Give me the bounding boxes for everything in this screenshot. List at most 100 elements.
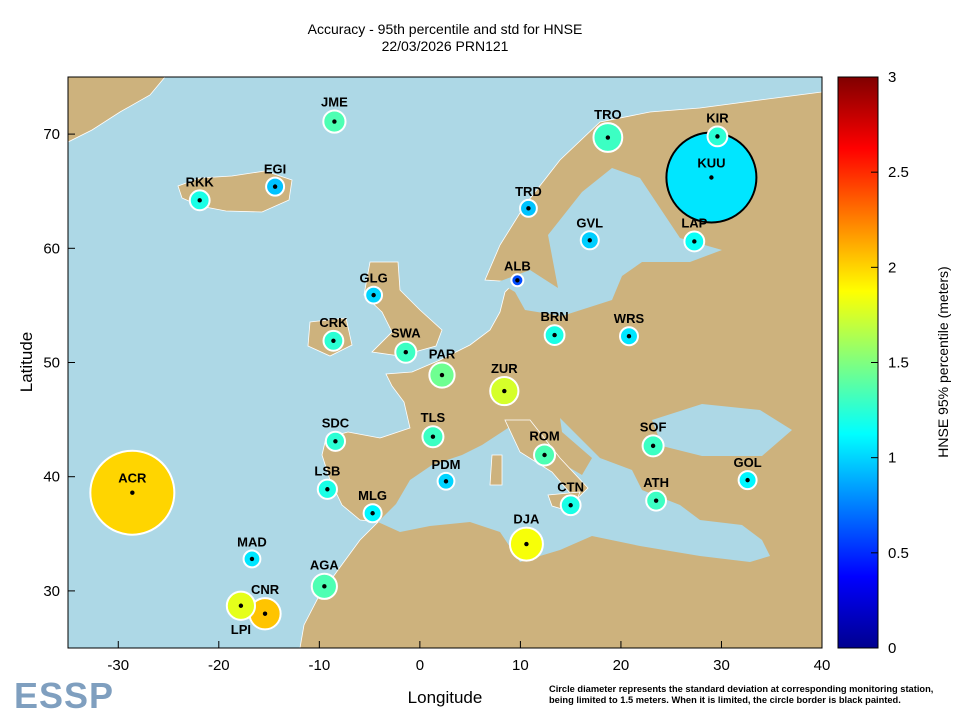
station-dot [524,541,529,547]
station-tls[interactable]: TLS [421,410,446,449]
station-dot [692,239,697,244]
x-tick-label: -20 [208,657,230,674]
station-par[interactable]: PAR [428,346,456,389]
station-label: ZUR [491,361,518,376]
station-sof[interactable]: SOF [640,419,667,458]
y-axis-label: Latitude [17,332,36,393]
greenland [68,77,166,143]
station-dot [272,184,278,189]
station-rom[interactable]: ROM [529,429,560,467]
station-trd[interactable]: TRD [515,184,542,218]
station-label: LPI [231,622,251,637]
station-acr[interactable]: ACR [89,449,176,536]
station-label: DJA [513,512,540,527]
sardinia [489,454,503,486]
station-dot [526,206,531,211]
x-tick-label: 40 [814,657,831,674]
station-dot [325,487,330,492]
station-ath[interactable]: ATH [643,475,669,512]
station-dot [502,388,507,394]
station-gvl[interactable]: GVL [576,215,603,251]
station-label: PDM [432,457,461,472]
station-tro[interactable]: TRO [592,107,624,153]
station-dot [238,603,244,608]
station-wrs[interactable]: WRS [614,311,645,347]
station-label: EGI [264,162,286,177]
station-label: CTN [557,479,584,494]
station-gol[interactable]: GOL [734,455,762,491]
station-label: KIR [706,110,729,125]
station-rkk[interactable]: RKK [186,174,215,212]
station-mlg[interactable]: MLG [358,488,387,524]
station-label: ATH [643,475,669,490]
station-label: TRD [515,184,542,199]
station-lap[interactable]: LAP [681,216,708,253]
station-kir[interactable]: KIR [706,110,729,148]
station-label: AGA [310,558,340,573]
station-dot [331,338,336,344]
station-glg[interactable]: GLG [360,271,388,305]
station-egi[interactable]: EGI [264,162,286,197]
colorbar-tick-label: 2 [888,259,896,276]
baltic-sea [498,168,722,316]
station-crk[interactable]: CRK [319,315,348,352]
station-dot [333,439,338,444]
station-label: SDC [322,416,350,431]
station-label: GOL [734,455,762,470]
x-tick-label: 0 [416,657,424,674]
station-dot [552,332,557,338]
x-tick-label: -10 [308,657,330,674]
station-label: ALB [504,258,531,273]
station-dot [322,584,327,589]
station-label: CRK [319,315,348,330]
x-tick-label: 20 [613,657,630,674]
station-dot [650,443,656,449]
chart-subtitle: 22/03/2026 PRN121 [381,38,509,54]
y-tick-label: 40 [43,469,60,486]
axis-ticks: -30 -20 -10 0 10 20 30 40 30 40 50 60 70 [43,126,830,674]
colorbar-tick-label: 1.5 [888,355,909,372]
station-markers: KUU ACR DJA CNR TRO ZUR LPI PAR AGA JME SWA TLS ROM S… [89,94,762,637]
x-axis-label: Longitude [408,688,483,707]
station-jme[interactable]: JME [321,94,348,134]
station-label: ROM [529,429,559,444]
essp-logo: ESSP [14,675,115,716]
station-dot [653,498,659,503]
footnote: Circle diameter represents the standard … [549,684,933,706]
station-dja[interactable]: DJA [508,512,544,562]
colorbar-ticks: 0 0.5 1 1.5 2 2.5 3 [871,69,909,657]
station-dot [605,135,611,140]
colorbar-tick-label: 1 [888,450,896,467]
station-dot [332,119,337,124]
station-label: ACR [118,471,147,486]
uk [363,261,443,357]
station-kuu[interactable]: KUU [665,131,758,224]
station-label: SWA [391,326,421,341]
x-tick-label: -30 [107,657,129,674]
station-dot [709,175,714,180]
colorbar-tick-label: 3 [888,69,896,86]
station-lsb[interactable]: LSB [314,464,340,500]
colorbar-tick-label: 0 [888,640,896,657]
station-label: SOF [640,419,667,434]
station-alb[interactable]: ALB [504,258,531,288]
station-mad[interactable]: MAD [237,535,267,569]
station-lpi[interactable]: LPI [225,590,257,637]
y-tick-label: 30 [43,583,60,600]
station-sdc[interactable]: SDC [322,416,350,452]
station-swa[interactable]: SWA [391,326,421,364]
black-sea [652,404,792,456]
station-zur[interactable]: ZUR [489,361,520,407]
station-label: GVL [576,215,603,230]
station-aga[interactable]: AGA [310,558,340,600]
station-pdm[interactable]: PDM [432,457,461,491]
station-label: CNR [251,582,280,597]
colorbar-label: HNSE 95% percentile (meters) [935,266,951,457]
station-dot [745,477,750,483]
station-label: TRO [594,107,621,122]
station-ctn[interactable]: CTN [557,479,584,517]
station-dot [130,490,135,495]
station-brn[interactable]: BRN [540,309,569,346]
